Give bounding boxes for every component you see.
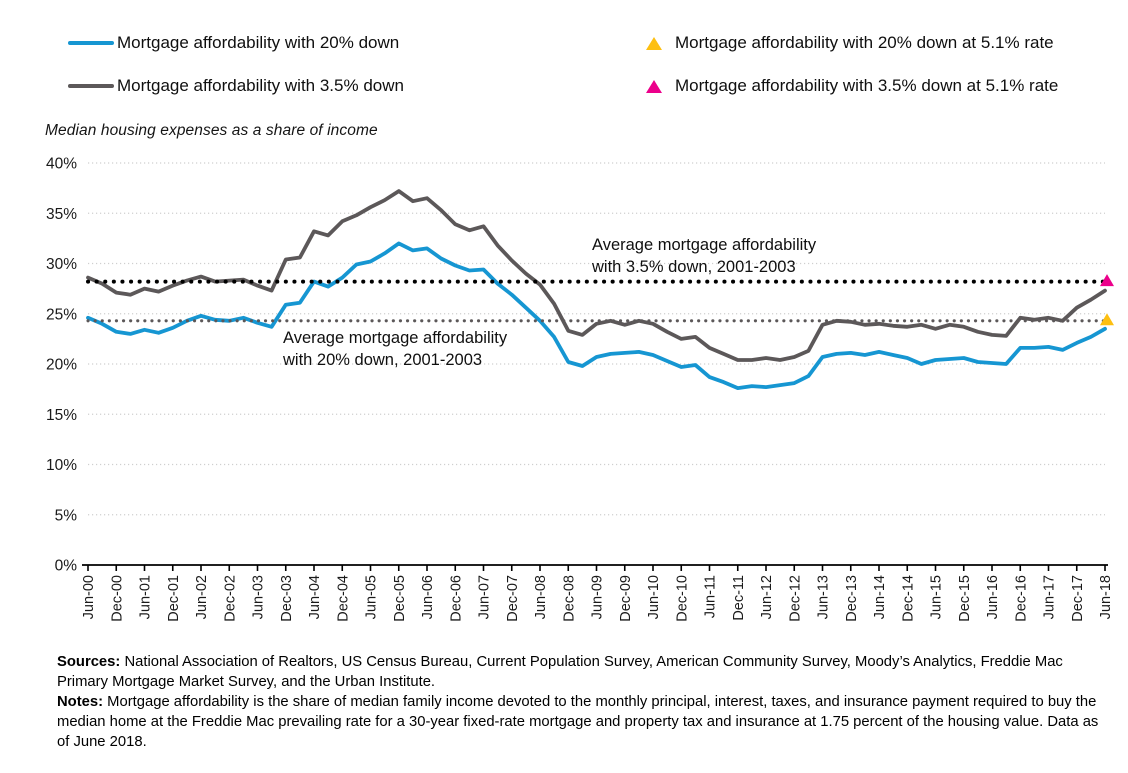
annotation-line: with 3.5% down, 2001-2003 (592, 258, 796, 276)
x-tick-label: Jun-15 (929, 575, 945, 619)
x-tick-label: Jun-17 (1042, 575, 1058, 619)
sources-text: Sources: National Association of Realtor… (57, 654, 1063, 690)
x-tick-label: Dec-16 (1013, 575, 1029, 622)
y-tick-label: 5% (55, 507, 78, 524)
y-tick-label: 15% (46, 407, 77, 424)
y-tick-label: 40% (46, 156, 77, 173)
x-tick-label: Dec-13 (844, 575, 860, 622)
y-tick-label: 25% (46, 306, 77, 323)
x-tick-label: Jun-08 (533, 575, 549, 619)
annotation-line: Average mortgage affordability (283, 329, 508, 347)
source-notes: Sources: National Association of Realtor… (57, 652, 1109, 752)
annotation-avg-20-down: Average mortgage affordability with 20% … (283, 327, 507, 371)
series-line-20pct-down (86, 241, 1107, 391)
x-tick-label: Dec-10 (674, 575, 690, 622)
x-tick-label: Dec-12 (787, 575, 803, 622)
legend-item-3-5-down-5-1-rate: Mortgage affordability with 3.5% down at… (646, 73, 1058, 99)
x-tick-label: Dec-07 (505, 575, 521, 622)
x-tick-label: Dec-06 (448, 575, 464, 622)
x-tick-label: Jun-18 (1098, 575, 1114, 619)
x-tick-label: Jun-13 (816, 575, 832, 619)
legend-label: Mortgage affordability with 20% down at … (675, 33, 1054, 52)
x-tick-label: Jun-07 (477, 575, 493, 619)
x-tick-label: Jun-01 (138, 575, 154, 619)
y-axis-title: Median housing expenses as a share of in… (45, 122, 378, 139)
x-tick-label: Dec-17 (1070, 575, 1086, 622)
x-tick-label: Jun-14 (872, 575, 888, 619)
legend-item-20-down: Mortgage affordability with 20% down (68, 30, 399, 56)
y-tick-label: 0% (55, 558, 78, 575)
pink-triangle-marker-icon (646, 79, 662, 93)
sources-label: Sources: (57, 654, 121, 670)
y-tick-label: 35% (46, 206, 77, 223)
y-tick-label: 30% (46, 256, 77, 273)
x-tick-label: Jun-04 (307, 575, 323, 619)
x-tick-label: Dec-11 (731, 575, 747, 621)
x-tick-label: Dec-01 (166, 575, 182, 622)
legend-item-20-down-5-1-rate: Mortgage affordability with 20% down at … (646, 30, 1054, 56)
legend-item-3-5-down: Mortgage affordability with 3.5% down (68, 73, 404, 99)
x-tick-label: Jun-10 (646, 575, 662, 619)
x-tick-label: Dec-15 (957, 575, 973, 622)
x-tick-label: Jun-09 (590, 575, 606, 619)
x-tick-label: Dec-04 (335, 575, 351, 622)
series-line-3-5pct-down (86, 189, 1107, 362)
x-tick-label: Jun-00 (81, 575, 97, 619)
x-tick-label: Dec-05 (392, 575, 408, 622)
x-tick-label: Dec-09 (618, 575, 634, 622)
legend-label: Mortgage affordability with 3.5% down at… (675, 76, 1059, 95)
x-tick-label: Jun-06 (420, 575, 436, 619)
notes-label: Notes: (57, 694, 104, 710)
x-tick-label: Jun-12 (759, 575, 775, 619)
yellow-triangle-marker-icon (646, 36, 662, 50)
y-tick-label: 20% (46, 357, 77, 374)
x-tick-label: Jun-05 (364, 575, 380, 619)
annotation-line: Average mortgage affordability (592, 236, 817, 254)
x-tick-label: Dec-14 (900, 575, 916, 622)
x-tick-label: Jun-11 (703, 575, 719, 618)
gray-line-swatch-icon (68, 83, 114, 89)
x-tick-label: Dec-02 (222, 575, 238, 622)
x-tick-label: Dec-00 (109, 575, 125, 622)
blue-line-swatch-icon (68, 40, 114, 46)
notes-text: Notes: Mortgage affordability is the sha… (57, 694, 1099, 750)
x-tick-label: Jun-16 (985, 575, 1001, 619)
annotation-avg-3-5-down: Average mortgage affordability with 3.5%… (592, 234, 816, 278)
y-tick-label: 10% (46, 457, 77, 474)
marker-20pct-down-5-1-rate (1100, 313, 1114, 326)
annotation-line: with 20% down, 2001-2003 (283, 351, 483, 369)
x-tick-label: Jun-03 (251, 575, 267, 619)
x-tick-label: Jun-02 (194, 575, 210, 619)
x-tick-label: Dec-03 (279, 575, 295, 622)
x-tick-label: Dec-08 (561, 575, 577, 622)
legend-label: Mortgage affordability with 3.5% down (117, 76, 404, 95)
marker-3-5pct-down-5-1-rate (1100, 274, 1114, 287)
legend-label: Mortgage affordability with 20% down (117, 33, 400, 52)
